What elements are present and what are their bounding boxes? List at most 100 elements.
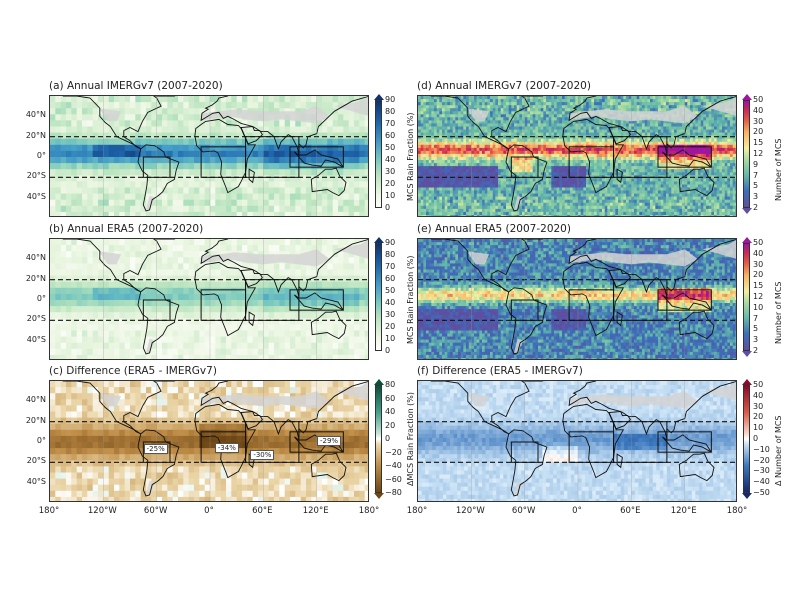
colorbar-tick-label: 7 <box>753 313 759 323</box>
colorbar-tick-label: 3 <box>753 335 759 345</box>
panel-title: (a) Annual IMERGv7 (2007-2020) <box>49 80 223 92</box>
colorbar-tick-label: 9 <box>753 159 759 169</box>
region-box <box>142 441 171 463</box>
x-tick-label: 120°E <box>670 506 697 516</box>
region-annotation: -25% <box>143 444 168 455</box>
colorbar-tick-label: −10 <box>753 444 770 454</box>
colorbar-tick-label: 0 <box>385 434 391 443</box>
region-box <box>510 441 539 463</box>
colorbar-tick-label: 50 <box>385 143 396 152</box>
colorbar-tick-label: 15 <box>753 138 764 148</box>
y-tick-label: 20°N <box>25 273 46 283</box>
mask-region <box>466 108 490 122</box>
colorbar-tick-label: 40 <box>753 248 764 258</box>
region-box <box>510 299 539 321</box>
map-panel <box>417 380 737 502</box>
coastline-samerica <box>505 144 548 212</box>
y-tick-label: 0° <box>36 294 46 303</box>
coastline-australia <box>310 310 347 340</box>
y-tick-label: 20°N <box>25 130 46 140</box>
colorbar <box>375 385 382 493</box>
colorbar-tick-label: 5 <box>753 324 759 334</box>
colorbar <box>743 243 750 351</box>
colorbar-tick-label: 30 <box>385 167 396 176</box>
map-panel <box>417 238 737 360</box>
region-box <box>289 146 344 168</box>
colorbar-tick-label: −50 <box>753 488 770 497</box>
colorbar-extend-bottom <box>741 208 752 214</box>
region-box <box>142 156 171 178</box>
colorbar-tick-label: 5 <box>753 181 759 191</box>
coastline-arabia <box>608 126 631 145</box>
colorbar-tick-label: 30 <box>753 116 764 126</box>
y-tick-label: 40°N <box>25 110 46 120</box>
region-box <box>245 279 300 321</box>
coastline-eurasia <box>568 381 736 440</box>
region-annotation: -34% <box>214 443 239 454</box>
coastline-madagascar <box>616 311 623 327</box>
colorbar-tick-label: −40 <box>753 477 770 487</box>
x-tick-label: 180° <box>406 506 428 516</box>
colorbar-tick-label: 3 <box>753 192 759 202</box>
map-field <box>50 96 368 216</box>
coastline-namerica <box>62 239 162 293</box>
coastline-eurasia <box>568 239 736 298</box>
mask-region <box>702 382 736 401</box>
y-tick-label: 40°S <box>26 334 46 344</box>
y-tick-label: 40°N <box>25 253 46 263</box>
coastline-samerica <box>137 287 180 355</box>
coastline-eurasia <box>568 96 736 155</box>
colorbar-tick-label: 10 <box>753 302 764 312</box>
colorbar-tick-label: 30 <box>753 401 764 411</box>
mask-region <box>569 106 698 124</box>
map-field <box>418 239 736 359</box>
y-tick-label: 40°N <box>25 395 46 405</box>
y-tick-label: 0° <box>36 151 46 160</box>
colorbar-tick-label: 50 <box>753 95 764 104</box>
region-box <box>657 146 712 168</box>
coastline-australia <box>310 452 347 482</box>
colorbar-tick-label: 10 <box>385 334 396 343</box>
mask-region <box>466 393 490 407</box>
mask-region <box>334 382 368 401</box>
colorbar-tick-label: 7 <box>753 170 759 180</box>
region-box <box>657 431 712 453</box>
colorbar-extend-top <box>373 379 384 385</box>
coastline-arabia <box>240 269 263 288</box>
colorbar-tick-label: 80 <box>385 380 396 389</box>
region-box <box>613 136 668 178</box>
coastline-samerica <box>505 287 548 355</box>
colorbar <box>743 385 750 493</box>
x-tick-label: 180° <box>38 506 60 516</box>
mask-region <box>334 240 368 259</box>
colorbar-tick-label: 70 <box>385 119 396 128</box>
colorbar-label: ΔMCS Rain Fraction (%) <box>406 391 415 486</box>
colorbar-tick-label: 0 <box>385 203 391 212</box>
y-tick-label: 0° <box>36 436 46 445</box>
colorbar-tick-label: 50 <box>385 286 396 295</box>
map-field <box>418 96 736 216</box>
coastline-australia <box>678 310 715 340</box>
coastline-australia <box>678 452 715 482</box>
region-box <box>510 156 539 178</box>
colorbar-tick-label: 2 <box>753 203 759 212</box>
coastline-arabia <box>608 269 631 288</box>
colorbar-label: Number of MCS <box>774 281 783 345</box>
panel-title: (d) Annual IMERGv7 (2007-2020) <box>417 80 591 92</box>
colorbar-tick-label: 50 <box>753 380 764 389</box>
mask-region <box>98 108 122 122</box>
x-tick-label: 120°W <box>455 506 485 516</box>
region-annotation: -30% <box>250 450 275 461</box>
coastline-madagascar <box>616 453 623 469</box>
colorbar-tick-label: 40 <box>385 298 396 307</box>
colorbar-extend-top <box>741 379 752 385</box>
region-annotation: -29% <box>317 436 342 446</box>
colorbar-tick-label: 30 <box>385 310 396 319</box>
colorbar-label: Δ Number of MCS <box>774 415 783 486</box>
colorbar-tick-label: 80 <box>385 250 396 259</box>
coastline-madagascar <box>616 168 623 184</box>
panel-title: (e) Annual ERA5 (2007-2020) <box>417 223 571 235</box>
map-field <box>50 239 368 359</box>
region-box <box>245 136 300 178</box>
region-box <box>613 421 668 463</box>
